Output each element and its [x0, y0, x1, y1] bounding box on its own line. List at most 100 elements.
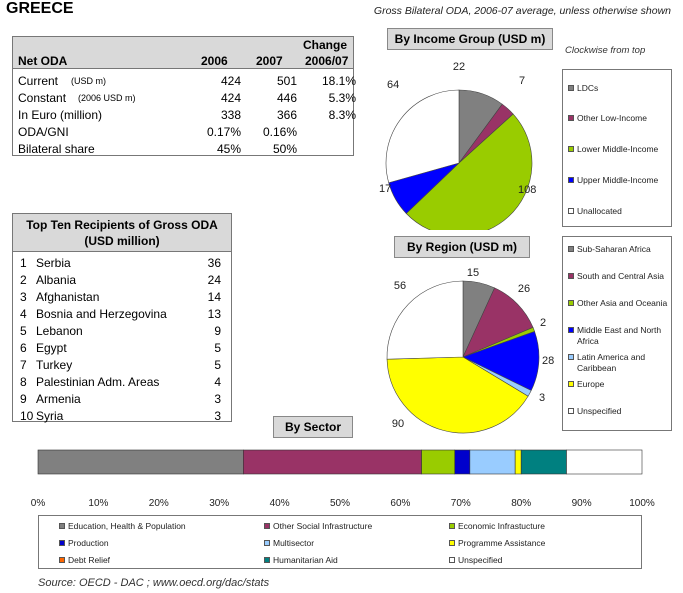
sector-axis-tick-label: 20% [149, 498, 169, 509]
legend-swatch [568, 146, 574, 152]
sector-legend: Education, Health & Population Other Soci… [38, 515, 642, 569]
sector-axis-tick-label: 60% [390, 498, 410, 509]
sector-axis-tick-label: 50% [330, 498, 350, 509]
net-oda-row: ODA/GNI 0.17% 0.16% [13, 124, 353, 141]
net-oda-row-label: Bilateral share [18, 142, 95, 156]
recipient-rank: 6 [20, 341, 27, 355]
legend-label: Production [68, 538, 109, 548]
recipient-value: 3 [214, 392, 221, 406]
net-oda-cell-v2007: 366 [276, 108, 297, 122]
pie-slice-lower-middle-income [405, 113, 533, 230]
legend-label: Debt Relief [68, 555, 111, 565]
net-oda-cell-v2007: 446 [276, 91, 297, 105]
sector-axis-tick-label: 30% [209, 498, 229, 509]
net-oda-table: Net ODA 2006 2007 Change 2006/07 Current… [12, 36, 356, 156]
pie-slice-middle-east-and-north-africa [462, 331, 540, 391]
pie-value-label: 90 [392, 418, 404, 430]
net-oda-header: Net ODA 2006 2007 Change 2006/07 [13, 37, 353, 69]
sector-axis-tick-label: 100% [629, 498, 655, 509]
recipient-rank: 8 [20, 375, 27, 389]
pie-value-label: 28 [542, 355, 554, 367]
country-title: GREECE [6, 0, 74, 17]
recipient-value: 5 [214, 341, 221, 355]
recipient-name: Armenia [36, 392, 81, 406]
recipient-rank: 9 [20, 392, 27, 406]
recipient-rank: 10 [20, 409, 34, 423]
net-oda-row: Current (USD m) 424 501 18.1% [13, 73, 356, 90]
recipient-row: 9 Armenia 3 [13, 392, 231, 409]
net-oda-row: Constant (2006 USD m) 424 446 5.3% [13, 90, 356, 107]
sector-axis-tick-label: 70% [451, 498, 471, 509]
recipient-name: Syria [36, 409, 64, 423]
region-legend: Sub-Saharan Africa South and Central Asia… [562, 236, 672, 431]
legend-label: LDCs [577, 83, 599, 93]
legend-swatch [449, 540, 455, 546]
pie-value-label: 17 [379, 183, 391, 195]
net-oda-row-label: ODA/GNI [18, 125, 69, 139]
pie-value-label: 3 [539, 392, 545, 404]
net-oda-cell-v2006: 0.17% [206, 125, 241, 139]
recipient-value: 24 [207, 273, 221, 287]
pie-value-label: 64 [387, 79, 399, 91]
recipient-row: 7 Turkey 5 [13, 358, 231, 375]
top-recipients-header: Top Ten Recipients of Gross ODA (USD mil… [13, 214, 231, 252]
recipient-value: 4 [214, 375, 221, 389]
recipient-row: 2 Albania 24 [13, 273, 231, 290]
sector-segment-other-social-infrastructure [243, 449, 422, 475]
recipient-value: 5 [214, 358, 221, 372]
net-oda-cell-change: 5.3% [328, 91, 356, 105]
recipient-value: 14 [207, 290, 221, 304]
legend-label: Other Low-Income [577, 113, 647, 123]
recipient-row: 4 Bosnia and Herzegovina 13 [13, 307, 231, 324]
legend-label: Lower Middle-Income [577, 144, 659, 154]
sector-segment-programme-assistance [514, 449, 522, 475]
pie-value-label: 56 [394, 280, 406, 292]
income-pie-chart: 22 7 108 17 64 [379, 61, 536, 230]
legend-label: Economic Infrastucture [458, 521, 545, 531]
recipient-name: Serbia [36, 256, 71, 270]
sector-axis-tick-label: 0% [31, 498, 46, 509]
legend-swatch [264, 557, 270, 563]
recipient-rank: 2 [20, 273, 27, 287]
recipient-rank: 4 [20, 307, 27, 321]
recipient-name: Afghanistan [36, 290, 100, 304]
net-oda-cell-v2007: 501 [276, 74, 297, 88]
net-oda-header-2007: 2007 [256, 54, 283, 68]
net-oda-cell-v2006: 45% [216, 142, 241, 156]
net-oda-header-2006: 2006 [201, 54, 228, 68]
income-chart-title: By Income Group (USD m) [387, 28, 553, 50]
sector-segment-humanitarian-aid [520, 449, 567, 475]
pie-slice-europe [386, 356, 529, 434]
income-legend: LDCs Other Low-Income Lower Middle-Income U… [562, 69, 672, 227]
pie-slice-unallocated [385, 89, 460, 184]
recipient-row: 3 Afghanistan 14 [13, 290, 231, 307]
pie-value-label: 2 [540, 317, 546, 329]
pie-value-label: 108 [518, 184, 536, 196]
net-oda-header-label: Net ODA [18, 54, 68, 68]
legend-label: Upper Middle-Income [577, 175, 659, 185]
recipient-name: Bosnia and Herzegovina [36, 307, 167, 321]
income-chart-note: Clockwise from top [565, 45, 646, 56]
legend-swatch [568, 327, 574, 333]
net-oda-header-period: 2006/07 [305, 54, 349, 68]
recipient-rank: 3 [20, 290, 27, 304]
legend-swatch [59, 557, 65, 563]
recipient-row: 1 Serbia 36 [13, 256, 231, 273]
legend-swatch [568, 246, 574, 252]
recipient-rank: 7 [20, 358, 27, 372]
legend-swatch [59, 523, 65, 529]
sector-chart-title: By Sector [273, 416, 353, 438]
net-oda-cell-change: 18.1% [321, 74, 356, 88]
net-oda-cell-v2006: 424 [220, 91, 241, 105]
sector-axis-tick-label: 10% [88, 498, 108, 509]
legend-label: Multisector [273, 538, 315, 548]
recipient-value: 13 [207, 307, 221, 321]
recipient-name: Palestinian Adm. Areas [36, 375, 160, 389]
page-subtitle: Gross Bilateral ODA, 2006-07 average, un… [373, 5, 671, 17]
legend-label: South and Central Asia [577, 271, 664, 281]
net-oda-cell-v2006: 424 [220, 74, 241, 88]
sector-bar-chart: 0% 10% 20% 30% 40% 50% 60% 70% 80% 90% 100% [31, 449, 655, 509]
legend-label: Middle East and North Africa [577, 325, 662, 346]
legend-swatch [264, 540, 270, 546]
pie-value-label: 15 [467, 267, 479, 279]
